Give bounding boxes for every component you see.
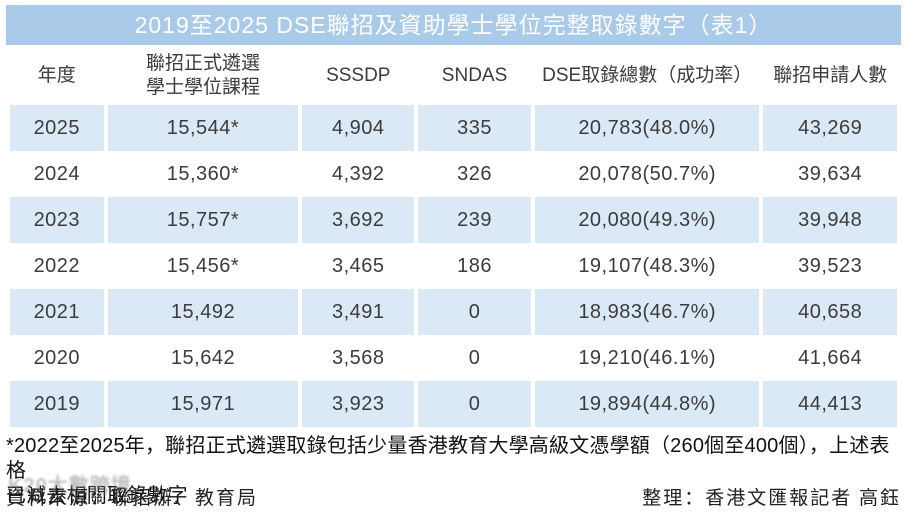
cell-sndas: 239 — [418, 197, 531, 243]
cell-year: 2025 — [10, 105, 104, 151]
cell-sndas: 0 — [418, 381, 531, 427]
table-row-2020: 2020 15,642 3,568 0 19,210(46.1%) 41,664 — [10, 335, 897, 381]
cell-sssdp: 4,904 — [302, 105, 415, 151]
col-header-sndas: SNDAS — [418, 47, 531, 105]
table-row-2023: 2023 15,757* 3,692 239 20,080(49.3%) 39,… — [10, 197, 897, 243]
cell-jupas: 15,492 — [107, 289, 299, 335]
cell-jupas: 15,971 — [107, 381, 299, 427]
cell-sndas: 186 — [418, 243, 531, 289]
col-header-sssdp: SSSDP — [302, 47, 415, 105]
col-header-applicants: 聯招申請人數 — [763, 47, 897, 105]
credits-row: 資料來源：聯招辦、教育局 整理：香港文匯報記者 高鈺 — [6, 483, 901, 510]
cell-jupas: 15,544* — [107, 105, 299, 151]
cell-total: 20,078(50.7%) — [534, 151, 760, 197]
cell-applicants: 39,634 — [763, 151, 897, 197]
footnote-line1: *2022至2025年，聯招正式遴選取錄包括少量香港教育大學高級文憑學額（260… — [6, 435, 890, 482]
cell-sndas: 0 — [418, 335, 531, 381]
table-row-2022: 2022 15,456* 3,465 186 19,107(48.3%) 39,… — [10, 243, 897, 289]
table-row-2025: 2025 15,544* 4,904 335 20,783(48.0%) 43,… — [10, 105, 897, 151]
cell-year: 2020 — [10, 335, 104, 381]
header-row: 年度 聯招正式遴選 學士學位課程 SSSDP SNDAS DSE取錄總數（成功率… — [10, 47, 897, 105]
cell-total: 20,080(49.3%) — [534, 197, 760, 243]
cell-jupas: 15,456* — [107, 243, 299, 289]
cell-sndas: 326 — [418, 151, 531, 197]
cell-applicants: 39,948 — [763, 197, 897, 243]
cell-sssdp: 3,465 — [302, 243, 415, 289]
cell-applicants: 39,523 — [763, 243, 897, 289]
cell-sssdp: 3,923 — [302, 381, 415, 427]
cell-applicants: 40,658 — [763, 289, 897, 335]
footnote-line2: 已減去相關取錄數字 — [6, 485, 188, 507]
page-title: 2019至2025 DSE聯招及資助學士學位完整取錄數字（表1） — [6, 5, 901, 45]
table-row-2021: 2021 15,492 3,491 0 18,983(46.7%) 40,658 — [10, 289, 897, 335]
table-row-2019: 2019 15,971 3,923 0 19,894(44.8%) 44,413 — [10, 381, 897, 427]
cell-sndas: 0 — [418, 289, 531, 335]
cell-sssdp: 3,692 — [302, 197, 415, 243]
cell-total: 19,894(44.8%) — [534, 381, 760, 427]
cell-jupas: 15,360* — [107, 151, 299, 197]
cell-year: 2019 — [10, 381, 104, 427]
cell-total: 18,983(46.7%) — [534, 289, 760, 335]
cell-total: 19,107(48.3%) — [534, 243, 760, 289]
cell-sssdp: 4,392 — [302, 151, 415, 197]
col-header-dse-total: DSE取錄總數（成功率） — [534, 47, 760, 105]
cell-applicants: 44,413 — [763, 381, 897, 427]
col-header-jupas-degree: 聯招正式遴選 學士學位課程 — [107, 47, 299, 105]
cell-year: 2022 — [10, 243, 104, 289]
cell-total: 20,783(48.0%) — [534, 105, 760, 151]
cell-sssdp: 3,568 — [302, 335, 415, 381]
cell-year: 2024 — [10, 151, 104, 197]
footnote: *2022至2025年，聯招正式遴選取錄包括少量香港教育大學高級文憑學額（260… — [6, 434, 901, 509]
cell-jupas: 15,642 — [107, 335, 299, 381]
admissions-table: 年度 聯招正式遴選 學士學位課程 SSSDP SNDAS DSE取錄總數（成功率… — [6, 47, 901, 427]
table-row-2024: 2024 15,360* 4,392 326 20,078(50.7%) 39,… — [10, 151, 897, 197]
cell-sndas: 335 — [418, 105, 531, 151]
cell-applicants: 41,664 — [763, 335, 897, 381]
cell-total: 19,210(46.1%) — [534, 335, 760, 381]
cell-year: 2021 — [10, 289, 104, 335]
cell-applicants: 43,269 — [763, 105, 897, 151]
source-credit: 資料來源：聯招辦、教育局 — [6, 488, 259, 509]
cell-sssdp: 3,491 — [302, 289, 415, 335]
cell-jupas: 15,757* — [107, 197, 299, 243]
cell-year: 2023 — [10, 197, 104, 243]
editor-credit: 整理：香港文匯報記者 高鈺 — [642, 488, 901, 509]
col-header-year: 年度 — [10, 47, 104, 105]
